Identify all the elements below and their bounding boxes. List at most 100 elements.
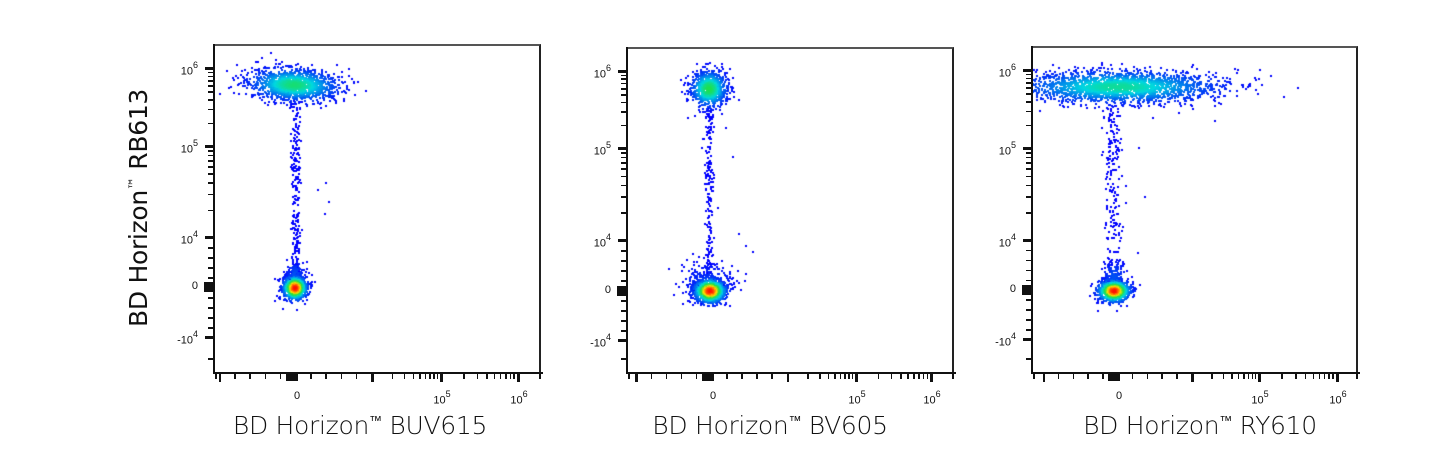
x-major-tick xyxy=(855,374,858,382)
x-minor-tick xyxy=(234,374,236,379)
plot-frame xyxy=(1031,46,1358,372)
x-tick-label: 0 xyxy=(1099,390,1139,402)
x-minor-tick xyxy=(1191,374,1193,379)
x-minor-tick xyxy=(844,374,846,379)
y-minor-tick xyxy=(208,150,213,152)
x-minor-tick xyxy=(279,374,282,379)
y-zero-tick-cluster xyxy=(1022,285,1031,295)
x-minor-tick xyxy=(433,374,435,379)
x-tick-label: 0 xyxy=(277,390,317,402)
y-tick-label: 104 xyxy=(976,232,1016,250)
x-tick-label: 106 xyxy=(1318,389,1358,407)
y-minor-tick xyxy=(208,209,213,212)
x-minor-tick xyxy=(436,374,439,379)
y-tick-label: -104 xyxy=(976,331,1016,349)
x-zero-tick-cluster xyxy=(702,374,714,381)
x-major-tick xyxy=(930,374,933,382)
x-minor-tick xyxy=(509,374,512,379)
x-minor-tick xyxy=(419,374,421,379)
y-minor-tick xyxy=(208,154,213,157)
x-axis-title-panel-2: BD Horizon™ BV605 xyxy=(650,411,890,440)
y-axis-line xyxy=(213,44,215,374)
trademark-symbol: ™ xyxy=(369,414,382,429)
y-axis-line xyxy=(1031,46,1033,374)
x-minor-tick xyxy=(1211,374,1213,379)
x-minor-tick xyxy=(1146,374,1149,379)
tick-base: 10 xyxy=(180,234,193,247)
x-minor-tick xyxy=(249,374,251,379)
trademark-symbol: ™ xyxy=(127,177,142,191)
x-minor-tick xyxy=(476,374,479,379)
x-minor-tick xyxy=(877,374,880,379)
y-minor-tick xyxy=(1026,124,1031,127)
x-minor-tick xyxy=(1231,374,1233,379)
y-minor-tick xyxy=(208,277,213,279)
tick-base: 10 xyxy=(593,237,606,250)
y-minor-tick xyxy=(1026,156,1031,159)
x-minor-tick xyxy=(486,374,488,379)
x-minor-tick xyxy=(355,374,358,379)
y-minor-tick xyxy=(621,300,626,302)
x-minor-tick xyxy=(513,374,515,379)
x-axis-title-suffix: BUV615 xyxy=(381,411,488,440)
x-minor-tick xyxy=(1057,374,1060,379)
x-minor-tick xyxy=(907,374,909,379)
y-minor-tick xyxy=(1026,269,1031,272)
tick-exponent: 6 xyxy=(935,389,941,399)
y-minor-tick xyxy=(1026,168,1031,170)
y-minor-tick xyxy=(208,108,213,111)
x-minor-tick xyxy=(1328,374,1330,379)
x-minor-tick xyxy=(1247,374,1250,379)
x-minor-tick xyxy=(680,374,683,379)
tick-base: 10 xyxy=(998,145,1011,158)
x-axis-line xyxy=(1031,372,1360,374)
tick-exponent: 4 xyxy=(1010,331,1016,341)
y-minor-tick xyxy=(208,257,213,259)
tick-base: 10 xyxy=(998,67,1011,80)
x-minor-tick xyxy=(1295,374,1297,379)
y-axis-title-text: BD Horizon xyxy=(124,190,153,327)
x-minor-tick xyxy=(215,374,217,379)
tick-base: 10 xyxy=(180,65,193,78)
x-tick-label: 106 xyxy=(499,389,539,407)
x-minor-tick xyxy=(499,374,502,379)
tick-exponent: 6 xyxy=(522,389,528,399)
x-major-tick xyxy=(635,374,638,382)
y-minor-tick xyxy=(621,310,626,312)
x-minor-tick xyxy=(1033,374,1035,379)
y-minor-tick xyxy=(621,260,626,262)
y-minor-tick xyxy=(1026,329,1031,331)
x-minor-tick xyxy=(918,374,920,379)
y-minor-tick xyxy=(208,307,213,309)
y-tick-label: 106 xyxy=(158,60,198,78)
x-major-tick xyxy=(517,374,520,382)
tick-exponent: 4 xyxy=(605,232,611,242)
y-minor-tick xyxy=(208,166,213,168)
y-tick-label: 106 xyxy=(571,63,611,81)
x-minor-tick xyxy=(922,374,925,379)
y-minor-tick xyxy=(208,80,213,82)
y-minor-tick xyxy=(208,160,213,162)
x-axis-title-panel-1: BD Horizon™ BUV615 xyxy=(230,411,490,440)
tick-base: 0 xyxy=(1115,390,1123,402)
y-minor-tick xyxy=(621,162,626,164)
x-minor-tick xyxy=(1304,374,1307,379)
y-minor-tick xyxy=(208,173,213,175)
y-minor-tick xyxy=(621,212,626,214)
y-zero-tick-cluster xyxy=(204,282,213,292)
x-minor-tick xyxy=(325,374,327,379)
y-minor-tick xyxy=(1026,73,1031,76)
x-minor-tick xyxy=(264,374,267,379)
y-minor-tick xyxy=(621,320,626,322)
y-tick-label: -104 xyxy=(158,329,198,347)
tick-exponent: 6 xyxy=(1010,62,1016,72)
y-minor-tick xyxy=(1026,358,1031,360)
tick-exponent: 5 xyxy=(1263,389,1269,399)
x-minor-tick xyxy=(952,374,954,379)
tick-base: 10 xyxy=(923,394,936,407)
x-axis-title-text: BD Horizon xyxy=(232,411,370,440)
x-minor-tick xyxy=(1072,374,1075,379)
y-minor-tick xyxy=(1026,249,1031,252)
y-minor-tick xyxy=(1026,299,1031,301)
y-minor-tick xyxy=(621,101,626,104)
